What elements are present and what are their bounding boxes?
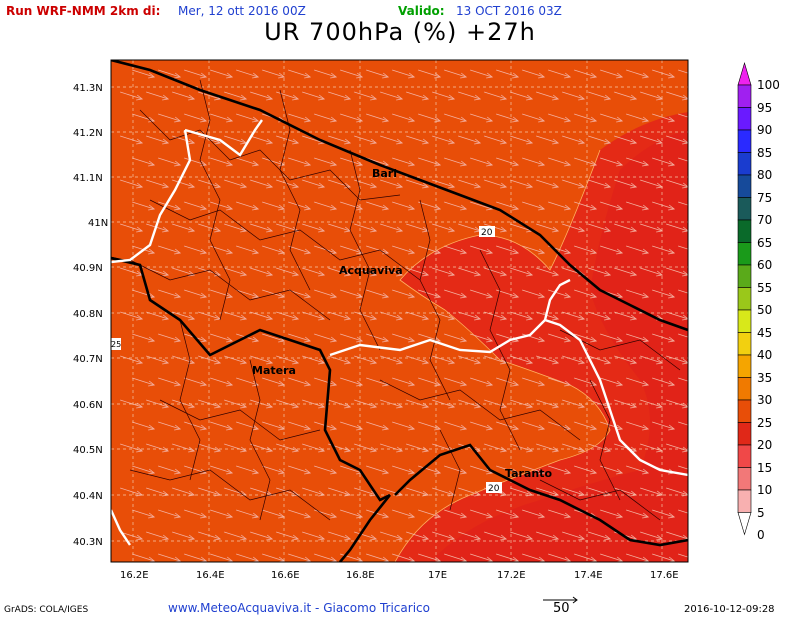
- reference-vector-label: 50: [553, 601, 570, 616]
- y-label: 41N: [88, 218, 108, 229]
- colorbar-label: 20: [757, 438, 773, 452]
- footer-website: www.MeteoAcquaviva.it - Giacomo Tricaric…: [168, 601, 430, 615]
- colorbar-swatch: [737, 61, 752, 86]
- x-label: 16.4E: [196, 570, 225, 581]
- reference-vector-arrow: [543, 596, 578, 604]
- run-date: Mer, 12 ott 2016 00Z: [178, 4, 306, 18]
- colorbar-swatch: [737, 152, 752, 176]
- y-label: 40.4N: [73, 491, 103, 502]
- colorbar-swatch: [737, 129, 752, 153]
- y-label: 40.3N: [73, 537, 103, 548]
- regional-border: [111, 119, 688, 546]
- x-axis: 16.2E 16.4E 16.6E 16.8E 17E 17.2E 17.4E …: [120, 570, 679, 581]
- contour-label-text: 25: [111, 340, 121, 349]
- page-title: UR 700hPa (%) +27h: [264, 18, 536, 46]
- colorbar-swatch: [737, 219, 752, 243]
- y-label: 40.6N: [73, 400, 103, 411]
- colorbar-label: 35: [757, 370, 773, 385]
- colorbar-swatch: [737, 489, 752, 513]
- colorbar-label: 30: [757, 393, 773, 407]
- colorbar-swatch: [737, 242, 752, 266]
- grid-lines: [111, 60, 688, 562]
- city-bari: Bari: [372, 167, 397, 180]
- y-label: 41.2N: [73, 128, 103, 139]
- colorbar-label: 100: [757, 78, 780, 92]
- colorbar-swatch: [737, 444, 752, 468]
- colorbar-swatch: [737, 287, 752, 311]
- colorbar-label: 70: [757, 213, 773, 227]
- contour-label-2: 20: [486, 482, 502, 494]
- colorbar-swatch: [737, 354, 752, 378]
- colorbar-label: 15: [757, 460, 773, 475]
- colorbar-swatch: [737, 377, 752, 401]
- colorbar: [737, 61, 752, 536]
- footer-timestamp: 2016-10-12-09:28: [684, 604, 775, 615]
- colorbar-swatch: [737, 512, 752, 536]
- y-label: 40.8N: [73, 309, 103, 320]
- y-label: 40.7N: [73, 354, 103, 365]
- colorbar-swatch: [737, 174, 752, 198]
- colorbar-label: 25: [757, 415, 773, 430]
- colorbar-label: 65: [757, 235, 773, 250]
- city-matera: Matera: [252, 364, 296, 377]
- colorbar-swatch: [737, 264, 752, 288]
- colorbar-swatch: [737, 422, 752, 446]
- colorbar-label: 45: [757, 325, 773, 340]
- colorbar-label: 95: [757, 100, 773, 115]
- colorbar-label: 75: [757, 190, 773, 205]
- colorbar-swatch: [737, 332, 752, 356]
- colorbar-label: 50: [757, 303, 773, 317]
- colorbar-label: 55: [757, 280, 773, 295]
- colorbar-label: 40: [757, 348, 773, 362]
- x-label: 16.8E: [346, 570, 375, 581]
- coastline: [111, 60, 688, 562]
- colorbar-label: 90: [757, 123, 773, 137]
- x-label: 16.2E: [120, 570, 149, 581]
- colorbar-swatch: [737, 399, 752, 423]
- colorbar-swatch: [737, 309, 752, 333]
- y-label: 40.9N: [73, 263, 103, 274]
- humidity-field: [111, 60, 688, 562]
- y-label: 40.5N: [73, 445, 103, 456]
- contour-label-text: 20: [488, 484, 500, 494]
- y-axis: 41.3N 41.2N 41.1N 41N 40.9N 40.8N 40.7N …: [73, 83, 108, 548]
- contour-label-1: 20: [479, 226, 495, 238]
- x-label: 17.4E: [574, 570, 603, 581]
- footer-credit: GrADS: COLA/IGES: [4, 605, 89, 615]
- x-label: 17.6E: [650, 570, 679, 581]
- valid-label: Valido:: [398, 4, 445, 18]
- map-frame: [110, 59, 689, 563]
- colorbar-label: 10: [757, 483, 773, 497]
- y-label: 41.3N: [73, 83, 103, 94]
- colorbar-swatch: [737, 107, 752, 131]
- city-acquaviva: Acquaviva: [339, 264, 403, 277]
- colorbar-label: 0: [757, 528, 765, 542]
- city-taranto: Taranto: [505, 467, 552, 480]
- colorbar-swatch: [737, 467, 752, 491]
- valid-date: 13 OCT 2016 03Z: [456, 4, 562, 18]
- x-label: 17.2E: [497, 570, 526, 581]
- run-label: Run WRF-NMM 2km di:: [6, 4, 161, 18]
- x-label: 17E: [428, 570, 447, 581]
- colorbar-label: 80: [757, 168, 773, 182]
- colorbar-swatch: [737, 84, 752, 108]
- municipal-borders: [129, 79, 681, 521]
- y-label: 41.1N: [73, 173, 103, 184]
- colorbar-swatch: [737, 197, 752, 221]
- colorbar-label: 60: [757, 258, 773, 272]
- contour-label-text: 20: [481, 228, 493, 238]
- x-label: 16.6E: [271, 570, 300, 581]
- contour-label-3: 25: [111, 338, 121, 350]
- colorbar-label: 85: [757, 145, 773, 160]
- colorbar-label: 5: [757, 505, 765, 520]
